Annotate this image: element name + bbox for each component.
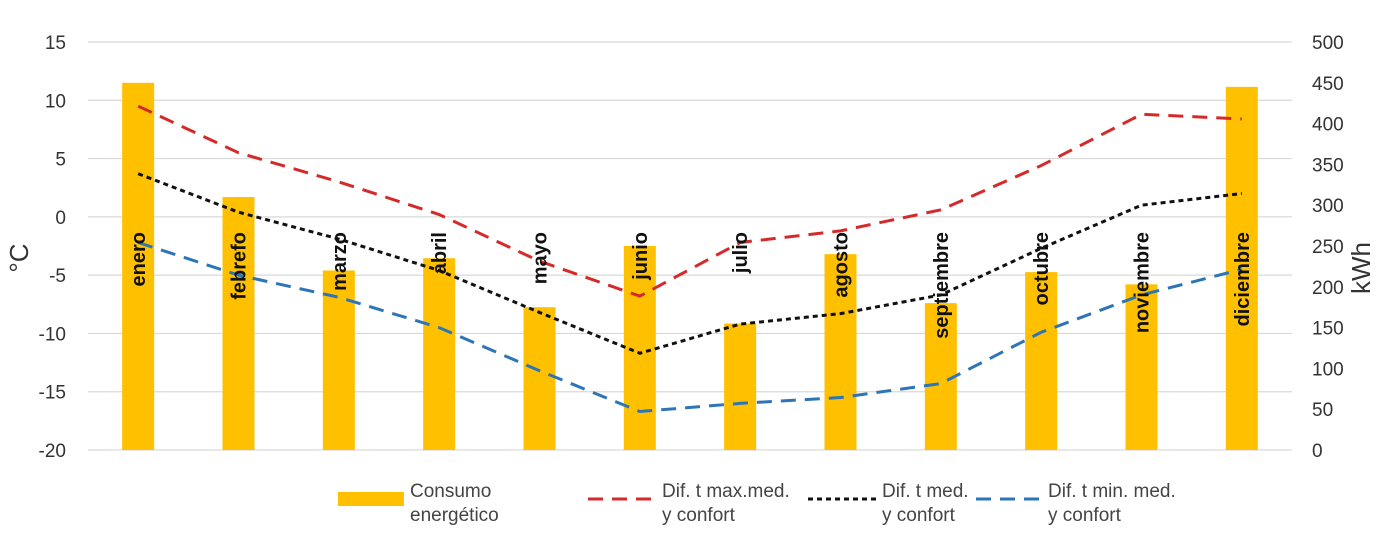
legend-item: Consumo energético <box>338 481 499 526</box>
bar <box>724 323 757 450</box>
right-tick-label: 400 <box>1312 115 1344 136</box>
legend-label: y confort <box>1048 505 1122 526</box>
right-tick-label: 50 <box>1312 400 1333 421</box>
legend-label: Dif. t max.med. <box>662 481 790 502</box>
line-series <box>137 104 1243 414</box>
category-label: junio <box>630 232 652 281</box>
right-tick-label: 200 <box>1312 278 1344 299</box>
bar <box>824 254 857 450</box>
category-labels: enero febrefo marzo abril mayo junio julio agos… <box>128 232 1254 339</box>
right-tick-label: 100 <box>1312 359 1344 380</box>
category-label: octubre <box>1031 232 1053 305</box>
right-tick-label: 150 <box>1312 319 1344 340</box>
category-label: enero <box>128 232 150 286</box>
series-line <box>137 241 1243 414</box>
left-tick-label: -5 <box>49 266 66 287</box>
gridlines <box>88 41 1292 451</box>
left-axis-ticks: 15 10 5 0 -5 -10 -15 -20 <box>39 33 66 462</box>
legend-item: Dif. t max.med. y confort <box>588 481 790 526</box>
category-label: septiembre <box>931 232 953 339</box>
left-tick-label: -10 <box>39 324 66 345</box>
left-tick-label: 15 <box>45 33 66 54</box>
series-line <box>137 104 1242 298</box>
category-label: julio <box>730 232 752 274</box>
legend-label: Dif. t min. med. <box>1048 481 1176 502</box>
bar-series <box>122 82 1258 451</box>
legend-label: Dif. t med. <box>882 481 969 502</box>
series-line <box>137 172 1243 355</box>
right-axis-title: kWh <box>1346 242 1376 294</box>
left-tick-label: -15 <box>39 383 66 404</box>
legend-label: y confort <box>662 505 736 526</box>
bar <box>122 82 155 451</box>
right-tick-label: 450 <box>1312 74 1344 95</box>
legend-item: Dif. t med. y confort <box>808 481 969 526</box>
bar <box>1125 284 1158 450</box>
left-tick-label: -20 <box>39 441 66 462</box>
bar <box>1225 86 1258 450</box>
legend-label: y confort <box>882 505 956 526</box>
legend-swatch <box>338 492 404 506</box>
left-tick-label: 0 <box>55 208 66 229</box>
bar <box>1025 272 1058 450</box>
category-label: marzo <box>329 232 351 291</box>
legend: Consumo energético Dif. t max.med. y confor… <box>338 481 1176 526</box>
left-tick-label: 10 <box>45 91 66 112</box>
category-label: agosto <box>831 232 853 298</box>
bar <box>523 307 556 450</box>
right-tick-label: 350 <box>1312 155 1344 176</box>
left-tick-label: 5 <box>55 150 66 171</box>
legend-label: Consumo <box>410 481 491 502</box>
right-tick-label: 250 <box>1312 237 1344 258</box>
bar <box>322 270 355 450</box>
left-axis-title: °C <box>4 243 34 272</box>
bar <box>623 246 656 450</box>
category-label: mayo <box>530 232 552 284</box>
category-label: diciembre <box>1232 232 1254 326</box>
right-tick-label: 0 <box>1312 441 1323 462</box>
legend-label: energético <box>410 505 499 526</box>
category-label: febrefo <box>229 232 251 300</box>
category-label: abril <box>429 232 451 274</box>
right-tick-label: 500 <box>1312 33 1344 54</box>
category-label: noviembre <box>1132 232 1154 333</box>
bar <box>222 197 255 450</box>
right-tick-label: 300 <box>1312 196 1344 217</box>
bar <box>423 258 456 450</box>
legend-item: Dif. t min. med. y confort <box>976 481 1176 526</box>
